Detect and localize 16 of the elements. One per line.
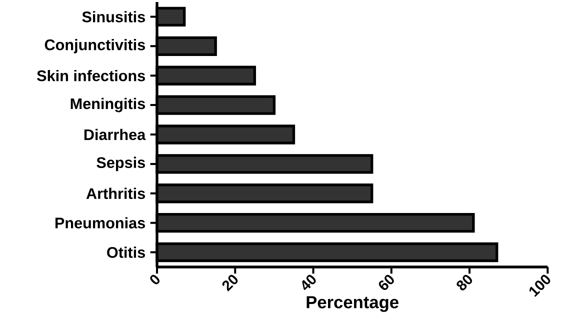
y-tick-label: Meningitis: [70, 98, 146, 112]
y-tick-label: Conjunctivitis: [44, 39, 146, 54]
x-tick-label: 20: [222, 274, 238, 292]
x-axis-title: Percentage: [306, 296, 398, 312]
y-tick-label: Otitis: [107, 246, 146, 258]
x-tick-label: 40: [302, 274, 316, 290]
x-tick-label: 60: [378, 274, 394, 290]
y-tick-label: Skin infections: [37, 70, 145, 82]
y-tick-label: Sinusitis: [82, 11, 146, 22]
x-tick-label: 100: [529, 274, 550, 297]
y-tick-label: Arthritis: [86, 188, 145, 200]
y-tick-label: Pneumonias: [55, 217, 146, 228]
x-tick-label: 80: [456, 274, 472, 290]
y-tick-label: Diarrhea: [84, 128, 146, 140]
x-tick-label: 0: [150, 274, 160, 284]
y-tick-label: Sepsis: [96, 156, 146, 172]
